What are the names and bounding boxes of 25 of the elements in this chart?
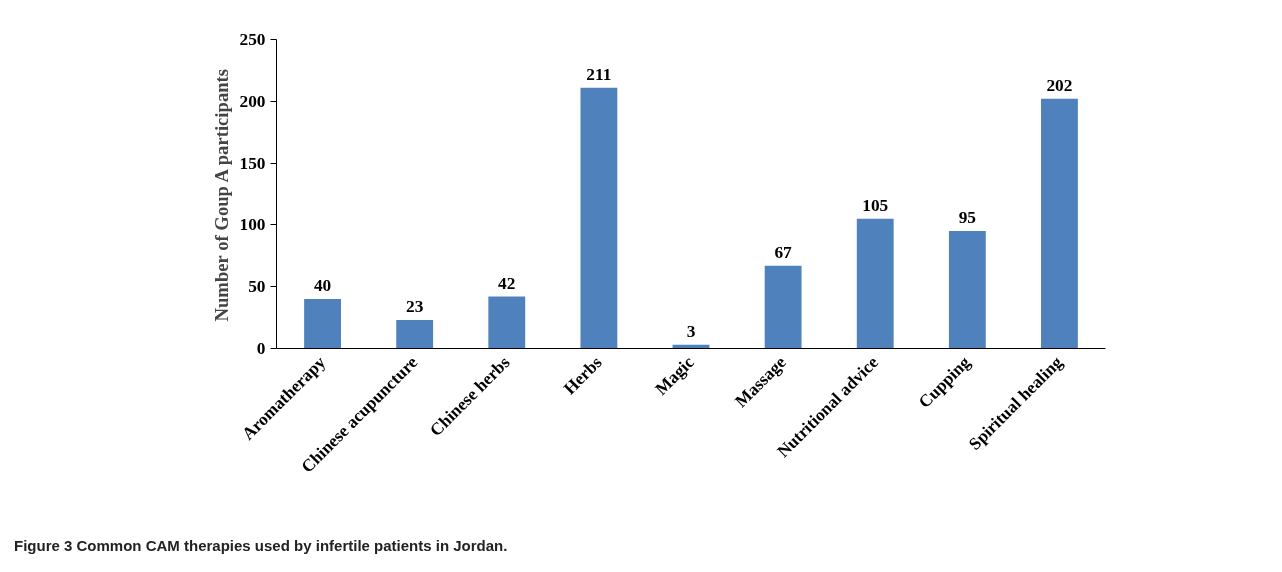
data-label: 202 bbox=[1046, 75, 1073, 95]
y-tick-label: 0 bbox=[256, 339, 266, 358]
bar bbox=[856, 218, 894, 349]
bar bbox=[764, 265, 802, 349]
data-label: 42 bbox=[498, 273, 516, 293]
y-tick-label: 200 bbox=[239, 91, 266, 111]
data-label: 105 bbox=[862, 195, 889, 215]
y-tick-label: 100 bbox=[239, 215, 266, 235]
y-tick-label: 250 bbox=[239, 30, 266, 49]
caption: Figure 3 Common CAM therapies used by infertile patients in Jordan. bbox=[14, 536, 508, 556]
data-label: 211 bbox=[586, 64, 612, 84]
data-label: 23 bbox=[406, 297, 424, 317]
bar bbox=[396, 320, 434, 349]
data-label: 40 bbox=[313, 276, 332, 296]
bar bbox=[580, 87, 618, 349]
data-label: 67 bbox=[774, 242, 793, 262]
bar bbox=[948, 231, 986, 349]
y-axis-title: Number of Goup A participants bbox=[210, 68, 232, 322]
bar bbox=[304, 299, 341, 349]
data-label: 95 bbox=[958, 208, 977, 228]
y-tick-label: 150 bbox=[239, 153, 266, 173]
bar bbox=[1041, 98, 1078, 349]
bar bbox=[488, 296, 526, 349]
y-tick-label: 50 bbox=[248, 277, 266, 297]
data-label: 3 bbox=[686, 321, 696, 341]
